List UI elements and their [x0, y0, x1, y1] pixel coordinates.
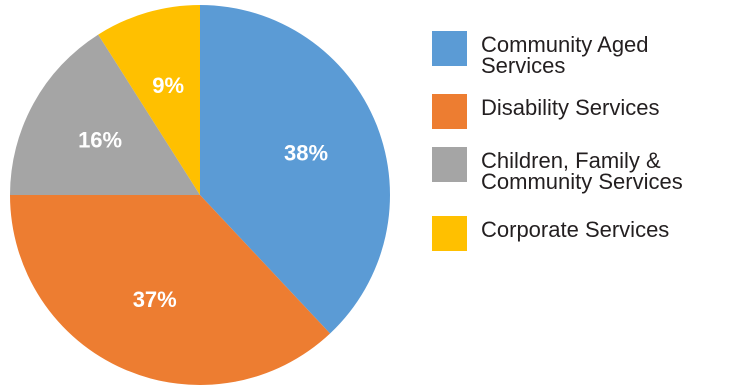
legend-label-disability: Disability Services — [481, 95, 741, 120]
legend-swatch-disability — [432, 94, 467, 129]
legend-swatch-community-aged — [432, 31, 467, 66]
legend-label-line: Children, Family & — [481, 148, 661, 173]
legend-label-children-family: Children, Family & Community Services — [481, 148, 741, 194]
legend-label-line: Community Services — [481, 169, 683, 194]
legend-swatch-corporate — [432, 216, 467, 251]
legend-item-corporate: Corporate Services — [432, 216, 741, 251]
legend-label-line: Corporate Services — [481, 217, 670, 242]
legend-label-line: Disability Services — [481, 95, 660, 120]
legend-label-corporate: Corporate Services — [481, 217, 741, 242]
pie-slice-corporate — [98, 5, 200, 195]
legend-label-line: Community Aged — [481, 32, 649, 57]
pie-slice-label-corporate: 9% — [152, 73, 184, 98]
legend-label-community-aged: Community Aged Services — [481, 32, 741, 78]
legend-label-line: Services — [481, 53, 566, 78]
pie-slice-disability — [10, 195, 331, 385]
pie-slice-community-aged — [200, 5, 390, 334]
legend-item-community-aged: Community Aged Services — [432, 31, 741, 78]
pie-slice-children-family — [10, 34, 200, 195]
pie-slice-label-children-family: 16% — [78, 128, 122, 153]
pie-slice-label-community-aged: 38% — [284, 141, 328, 166]
legend-item-disability: Disability Services — [432, 94, 741, 129]
pie-slice-label-disability: 37% — [133, 287, 177, 312]
legend-item-children-family: Children, Family & Community Services — [432, 147, 741, 194]
pie-plot: 38% 37% 16% 9% — [10, 5, 390, 385]
legend-swatch-children-family — [432, 147, 467, 182]
